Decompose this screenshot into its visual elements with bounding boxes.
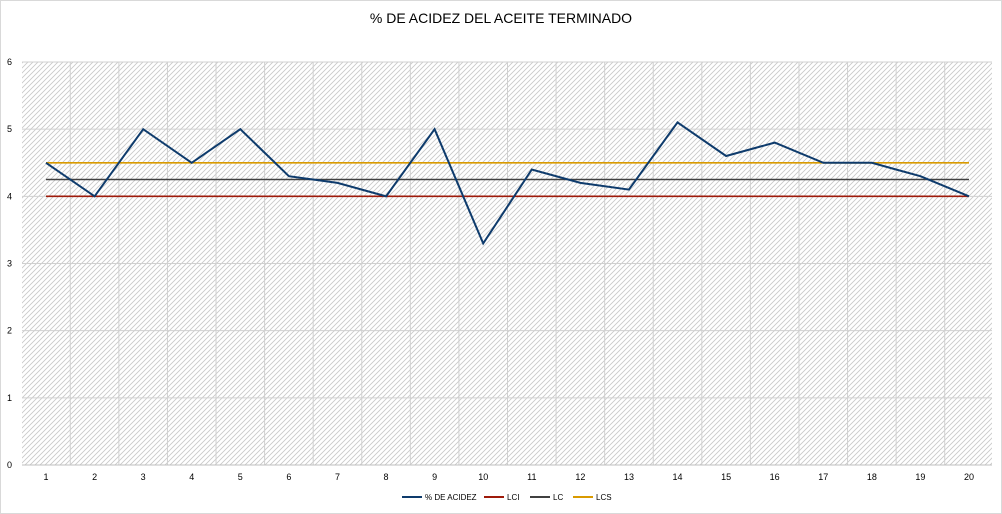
x-tick-label: 1	[43, 472, 48, 482]
x-tick-label: 5	[238, 472, 243, 482]
x-tick-label: 8	[384, 472, 389, 482]
x-tick-label: 10	[478, 472, 488, 482]
legend-label: LC	[553, 493, 563, 502]
y-tick-label: 2	[7, 326, 12, 336]
x-tick-label: 9	[432, 472, 437, 482]
x-tick-label: 15	[721, 472, 731, 482]
x-tick-label: 12	[575, 472, 585, 482]
chart-title: % DE ACIDEZ DEL ACEITE TERMINADO	[369, 10, 633, 26]
y-tick-label: 1	[7, 393, 12, 403]
x-tick-label: 19	[915, 472, 925, 482]
x-tick-label: 16	[770, 472, 780, 482]
x-tick-label: 14	[673, 472, 683, 482]
x-tick-label: 20	[964, 472, 974, 482]
x-tick-label: 13	[624, 472, 634, 482]
series-line-de-acidez	[45, 121, 970, 246]
legend-label: % DE ACIDEZ	[425, 493, 477, 502]
x-tick-label: 18	[867, 472, 877, 482]
legend-label: LCS	[596, 493, 612, 502]
x-tick-label: 2	[92, 472, 97, 482]
x-tick-label: 7	[335, 472, 340, 482]
y-tick-label: 5	[7, 124, 12, 134]
x-tick-label: 4	[189, 472, 194, 482]
x-tick-label: 6	[286, 472, 291, 482]
x-tick-label: 3	[141, 472, 146, 482]
x-tick-label: 17	[818, 472, 828, 482]
y-tick-label: 3	[7, 259, 12, 269]
y-tick-label: 0	[7, 460, 12, 470]
y-tick-label: 6	[7, 57, 12, 67]
legend-label: LCI	[507, 493, 519, 502]
y-tick-label: 4	[7, 191, 12, 201]
x-tick-label: 11	[527, 472, 536, 482]
